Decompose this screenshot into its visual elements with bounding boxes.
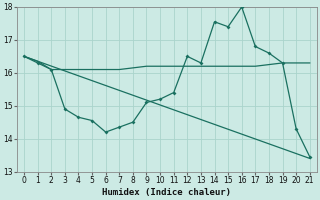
X-axis label: Humidex (Indice chaleur): Humidex (Indice chaleur): [102, 188, 231, 197]
